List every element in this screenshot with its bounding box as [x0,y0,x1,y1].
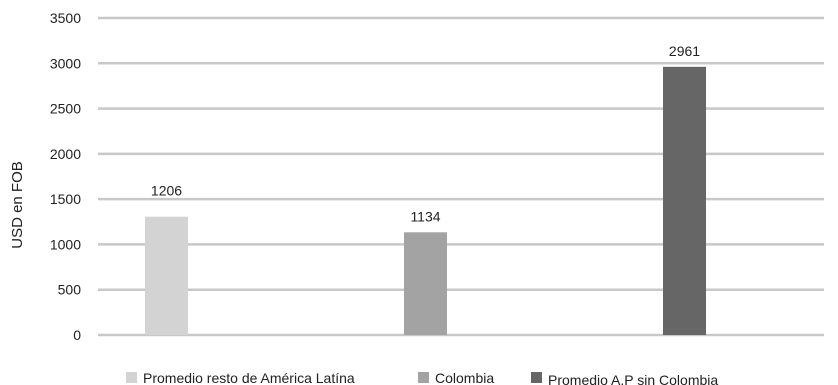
y-tick-label: 1000 [50,236,81,252]
data-label: 1134 [410,208,440,224]
y-tick-label: 1500 [50,191,81,207]
bar-colombia [404,232,447,335]
y-tick-label: 2000 [50,146,81,162]
bar-promedio-a-p-sin-colombia [663,66,706,336]
bar-promedio-resto-de-am-rica-lat-na [145,216,188,335]
legend-label: Promedio A.P sin Colombia [548,372,718,385]
data-label: 1206 [151,183,182,199]
y-tick-labels: 0 500 1000 1500 2000 2500 3000 3500 [50,10,81,343]
bars [145,66,706,336]
legend-item: Promedio A.P sin Colombia [531,372,718,385]
y-tick-label: 2500 [50,101,81,117]
data-label: 2961 [669,43,700,59]
gridlines [98,16,824,337]
data-labels: 1206 1134 2961 [151,43,700,224]
legend-item: Promedio resto de América Latína [126,370,355,385]
legend-label: Promedio resto de América Latína [143,370,355,385]
y-tick-label: 3500 [50,10,81,26]
legend-label: Colombia [435,370,494,385]
legend-swatch [126,372,137,383]
legend-swatch [531,372,542,383]
y-axis-title: USD en FOB [9,161,26,249]
legend-swatch [418,372,429,383]
y-tick-label: 3000 [50,55,81,71]
y-tick-label: 0 [73,327,81,343]
y-tick-label: 500 [58,282,82,298]
legend: Promedio resto de América Latína Colombia… [126,370,718,385]
legend-item: Colombia [418,370,494,385]
